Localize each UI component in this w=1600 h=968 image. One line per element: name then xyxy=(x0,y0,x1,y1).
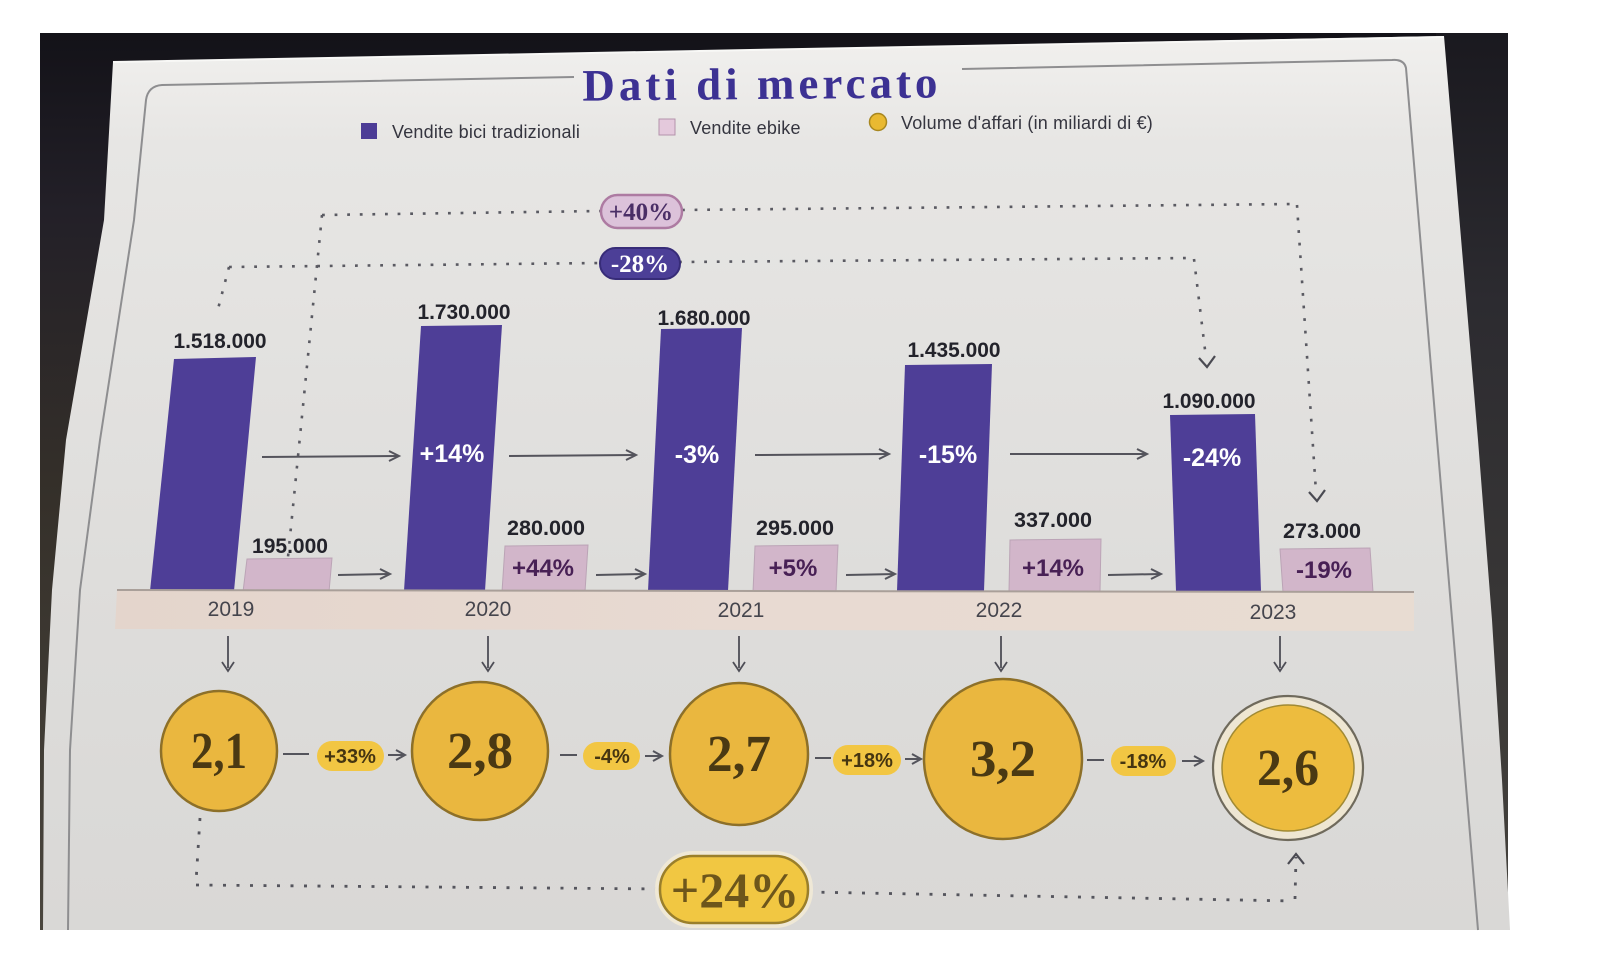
svg-text:2022: 2022 xyxy=(976,599,1023,622)
svg-text:-24%: -24% xyxy=(1183,444,1241,472)
svg-text:2,6: 2,6 xyxy=(1257,740,1319,797)
svg-text:295.000: 295.000 xyxy=(756,517,834,540)
svg-text:+33%: +33% xyxy=(324,746,376,768)
svg-text:+40%: +40% xyxy=(609,199,673,226)
svg-text:+24%: +24% xyxy=(671,862,800,918)
svg-text:+5%: +5% xyxy=(769,555,818,582)
svg-text:Dati di mercato: Dati di mercato xyxy=(582,57,942,110)
svg-text:2021: 2021 xyxy=(718,599,765,622)
svg-text:3,2: 3,2 xyxy=(970,731,1036,788)
svg-text:2023: 2023 xyxy=(1250,601,1297,624)
svg-text:Vendite ebike: Vendite ebike xyxy=(690,118,801,138)
svg-text:1.435.000: 1.435.000 xyxy=(908,339,1001,362)
svg-text:Vendite bici tradizionali: Vendite bici tradizionali xyxy=(392,122,580,142)
svg-text:1.680.000: 1.680.000 xyxy=(658,307,751,330)
svg-text:1.518.000: 1.518.000 xyxy=(174,330,267,353)
svg-text:1.730.000: 1.730.000 xyxy=(418,301,511,324)
svg-text:+18%: +18% xyxy=(841,750,893,772)
svg-text:280.000: 280.000 xyxy=(507,517,585,540)
svg-text:2,7: 2,7 xyxy=(707,726,771,783)
svg-text:-28%: -28% xyxy=(611,251,669,278)
svg-text:2019: 2019 xyxy=(208,598,255,621)
svg-text:273.000: 273.000 xyxy=(1283,520,1361,543)
svg-text:-4%: -4% xyxy=(594,746,630,768)
svg-text:1.090.000: 1.090.000 xyxy=(1163,390,1256,413)
svg-text:195.000: 195.000 xyxy=(252,535,328,558)
svg-text:2,8: 2,8 xyxy=(447,723,513,780)
svg-text:337.000: 337.000 xyxy=(1014,509,1092,532)
svg-text:2020: 2020 xyxy=(465,598,512,621)
svg-text:+14%: +14% xyxy=(1022,555,1084,582)
svg-text:-18%: -18% xyxy=(1120,751,1167,773)
svg-text:-19%: -19% xyxy=(1296,557,1352,584)
svg-text:2,1: 2,1 xyxy=(191,723,247,780)
svg-text:+14%: +14% xyxy=(420,440,485,468)
svg-text:Volume d'affari (in miliardi d: Volume d'affari (in miliardi di €) xyxy=(901,113,1153,133)
svg-text:+44%: +44% xyxy=(512,555,574,582)
svg-text:-3%: -3% xyxy=(675,441,719,469)
svg-text:-15%: -15% xyxy=(919,441,977,469)
